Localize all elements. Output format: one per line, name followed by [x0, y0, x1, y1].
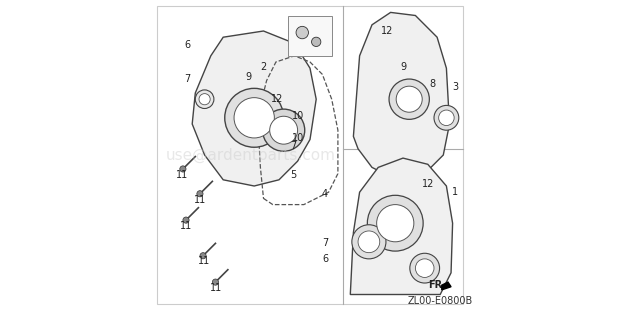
Text: 8: 8	[430, 79, 435, 89]
Text: 9: 9	[400, 62, 406, 72]
Circle shape	[212, 279, 218, 285]
Text: 12: 12	[381, 26, 393, 36]
Circle shape	[270, 116, 298, 144]
Text: 7: 7	[290, 141, 296, 151]
Circle shape	[358, 231, 379, 253]
Text: 11: 11	[198, 256, 210, 266]
Text: 5: 5	[290, 170, 296, 180]
Circle shape	[263, 109, 305, 151]
Circle shape	[224, 88, 283, 147]
Text: 4: 4	[322, 189, 328, 199]
Text: 12: 12	[272, 94, 283, 104]
Circle shape	[197, 191, 203, 197]
Circle shape	[367, 195, 423, 251]
Circle shape	[183, 217, 189, 223]
Text: 11: 11	[180, 221, 192, 231]
Circle shape	[234, 98, 274, 138]
Text: FR.: FR.	[428, 280, 446, 290]
Text: 1: 1	[452, 187, 458, 197]
Polygon shape	[441, 282, 451, 290]
Circle shape	[180, 166, 186, 172]
Circle shape	[415, 259, 434, 277]
Text: 11: 11	[194, 195, 206, 205]
Text: ZL00-E0800B: ZL00-E0800B	[407, 296, 473, 306]
Text: 10: 10	[291, 111, 304, 121]
Text: 10: 10	[291, 133, 304, 143]
Polygon shape	[353, 12, 450, 180]
Bar	[288, 16, 332, 56]
Circle shape	[195, 90, 214, 108]
Circle shape	[376, 205, 414, 242]
Circle shape	[352, 225, 386, 259]
Text: 9: 9	[245, 73, 251, 82]
Circle shape	[410, 253, 440, 283]
Text: 11: 11	[176, 170, 188, 180]
Circle shape	[439, 110, 454, 126]
Polygon shape	[350, 158, 453, 294]
Text: use@ardentparts.com: use@ardentparts.com	[166, 147, 336, 163]
Text: 7: 7	[322, 238, 329, 248]
Circle shape	[312, 37, 321, 46]
Text: 2: 2	[260, 62, 267, 72]
Circle shape	[396, 86, 422, 112]
Polygon shape	[192, 31, 316, 186]
Text: 3: 3	[452, 82, 458, 92]
Circle shape	[296, 26, 309, 39]
Circle shape	[389, 79, 429, 119]
Text: 11: 11	[210, 283, 222, 293]
Circle shape	[200, 253, 206, 259]
Circle shape	[434, 105, 459, 130]
Text: 6: 6	[322, 254, 329, 264]
Circle shape	[199, 94, 210, 105]
Text: 12: 12	[422, 179, 434, 189]
Text: 6: 6	[185, 40, 190, 50]
Text: 7: 7	[184, 74, 191, 84]
